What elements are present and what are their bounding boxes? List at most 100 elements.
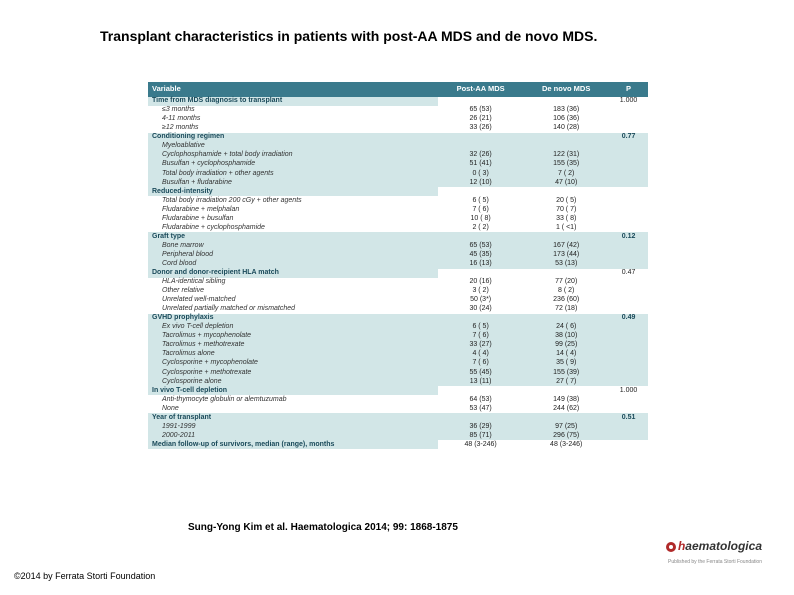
row-val-a: 36 (29) [438, 422, 523, 431]
row-val-b: 27 ( 7) [523, 377, 609, 386]
row-val-a: 65 (53) [438, 106, 523, 115]
row-val-a: 12 (10) [438, 178, 523, 187]
row-val-a: 55 (45) [438, 368, 523, 377]
p-value: 0.47 [609, 269, 648, 278]
category-label: Time from MDS diagnosis to transplant [148, 97, 438, 106]
row-val-a: 33 (27) [438, 341, 523, 350]
row-val-b: 244 (62) [523, 404, 609, 413]
row-val-a: 20 (16) [438, 278, 523, 287]
row-label: ≥12 months [148, 124, 438, 133]
category-label: Reduced-intensity [148, 187, 438, 196]
row-p [609, 422, 648, 431]
row-val-a: 3 ( 2) [438, 287, 523, 296]
p-value: 0.12 [609, 232, 648, 241]
row-label: Other relative [148, 287, 438, 296]
row-p [609, 323, 648, 332]
row-label: Total body irradiation + other agents [148, 169, 438, 178]
row-p [609, 160, 648, 169]
row-label: Cord blood [148, 259, 438, 268]
row-label: Busulfan + cyclophosphamide [148, 160, 438, 169]
row-p [609, 359, 648, 368]
table-container: Variable Post-AA MDS De novo MDS P Time … [148, 82, 648, 449]
row-p [609, 151, 648, 160]
category-val-a [438, 386, 523, 395]
row-label: 4-11 months [148, 115, 438, 124]
row-p [609, 395, 648, 404]
row-label: None [148, 404, 438, 413]
row-val-b: 7 ( 2) [523, 169, 609, 178]
row-label: 1991-1999 [148, 422, 438, 431]
category-label: GVHD prophylaxis [148, 314, 438, 323]
row-label: Peripheral blood [148, 250, 438, 259]
category-val-a [438, 133, 523, 142]
row-label: Total body irradiation 200 cGy + other a… [148, 196, 438, 205]
row-p [609, 142, 648, 151]
category-val-a: 48 (3-246) [438, 440, 523, 449]
category-val-b [523, 269, 609, 278]
row-val-b: 33 ( 8) [523, 214, 609, 223]
row-label: Tacrolimus + mycophenolate [148, 332, 438, 341]
row-p [609, 332, 648, 341]
row-val-b: 35 ( 9) [523, 359, 609, 368]
row-p [609, 404, 648, 413]
row-p [609, 368, 648, 377]
row-label: 2000-2011 [148, 431, 438, 440]
category-label: Conditioning regimen [148, 133, 438, 142]
category-val-a [438, 97, 523, 106]
row-label: Fludarabine + melphalan [148, 205, 438, 214]
category-val-a [438, 314, 523, 323]
row-val-b: 122 (31) [523, 151, 609, 160]
row-val-a: 7 ( 6) [438, 205, 523, 214]
row-label: Cyclosporine + methotrexate [148, 368, 438, 377]
p-value: 1.000 [609, 97, 648, 106]
row-val-a: 65 (53) [438, 241, 523, 250]
row-val-b: 97 (25) [523, 422, 609, 431]
row-val-b: 149 (38) [523, 395, 609, 404]
row-label: Busulfan + fludarabine [148, 178, 438, 187]
row-val-a: 51 (41) [438, 160, 523, 169]
citation-text: Sung-Yong Kim et al. Haematologica 2014;… [188, 522, 458, 533]
row-val-b: 70 ( 7) [523, 205, 609, 214]
row-val-a: 13 (11) [438, 377, 523, 386]
row-val-a: 26 (21) [438, 115, 523, 124]
col-denovo: De novo MDS [523, 82, 609, 97]
row-p [609, 250, 648, 259]
row-val-b: 155 (35) [523, 160, 609, 169]
row-val-a: 16 (13) [438, 259, 523, 268]
row-p [609, 196, 648, 205]
col-post-aa: Post-AA MDS [438, 82, 523, 97]
row-val-b: 183 (36) [523, 106, 609, 115]
row-p [609, 169, 648, 178]
row-val-a: 50 (3*) [438, 296, 523, 305]
row-val-a: 6 ( 5) [438, 196, 523, 205]
row-val-b: 14 ( 4) [523, 350, 609, 359]
col-variable: Variable [148, 82, 438, 97]
category-label: In vivo T-cell depletion [148, 386, 438, 395]
row-label: Bone marrow [148, 241, 438, 250]
row-p [609, 178, 648, 187]
row-val-b: 106 (36) [523, 115, 609, 124]
row-p [609, 377, 648, 386]
row-val-b: 167 (42) [523, 241, 609, 250]
row-val-a: 30 (24) [438, 305, 523, 314]
row-val-b: 53 (13) [523, 259, 609, 268]
row-val-a: 6 ( 5) [438, 323, 523, 332]
category-label: Year of transplant [148, 413, 438, 422]
logo-rest: aematologica [685, 539, 762, 553]
row-val-a: 32 (26) [438, 151, 523, 160]
category-val-a [438, 269, 523, 278]
row-p [609, 214, 648, 223]
row-val-b: 72 (18) [523, 305, 609, 314]
category-label: Graft type [148, 232, 438, 241]
row-label: Unrelated partially matched or mismatche… [148, 305, 438, 314]
p-value: 0.51 [609, 413, 648, 422]
category-val-a [438, 187, 523, 196]
row-p [609, 205, 648, 214]
row-val-a: 10 ( 8) [438, 214, 523, 223]
row-label: ≤3 months [148, 106, 438, 115]
category-val-b [523, 97, 609, 106]
row-val-b: 296 (75) [523, 431, 609, 440]
row-p [609, 350, 648, 359]
row-val-a [438, 142, 523, 151]
row-label: HLA-identical sibling [148, 278, 438, 287]
